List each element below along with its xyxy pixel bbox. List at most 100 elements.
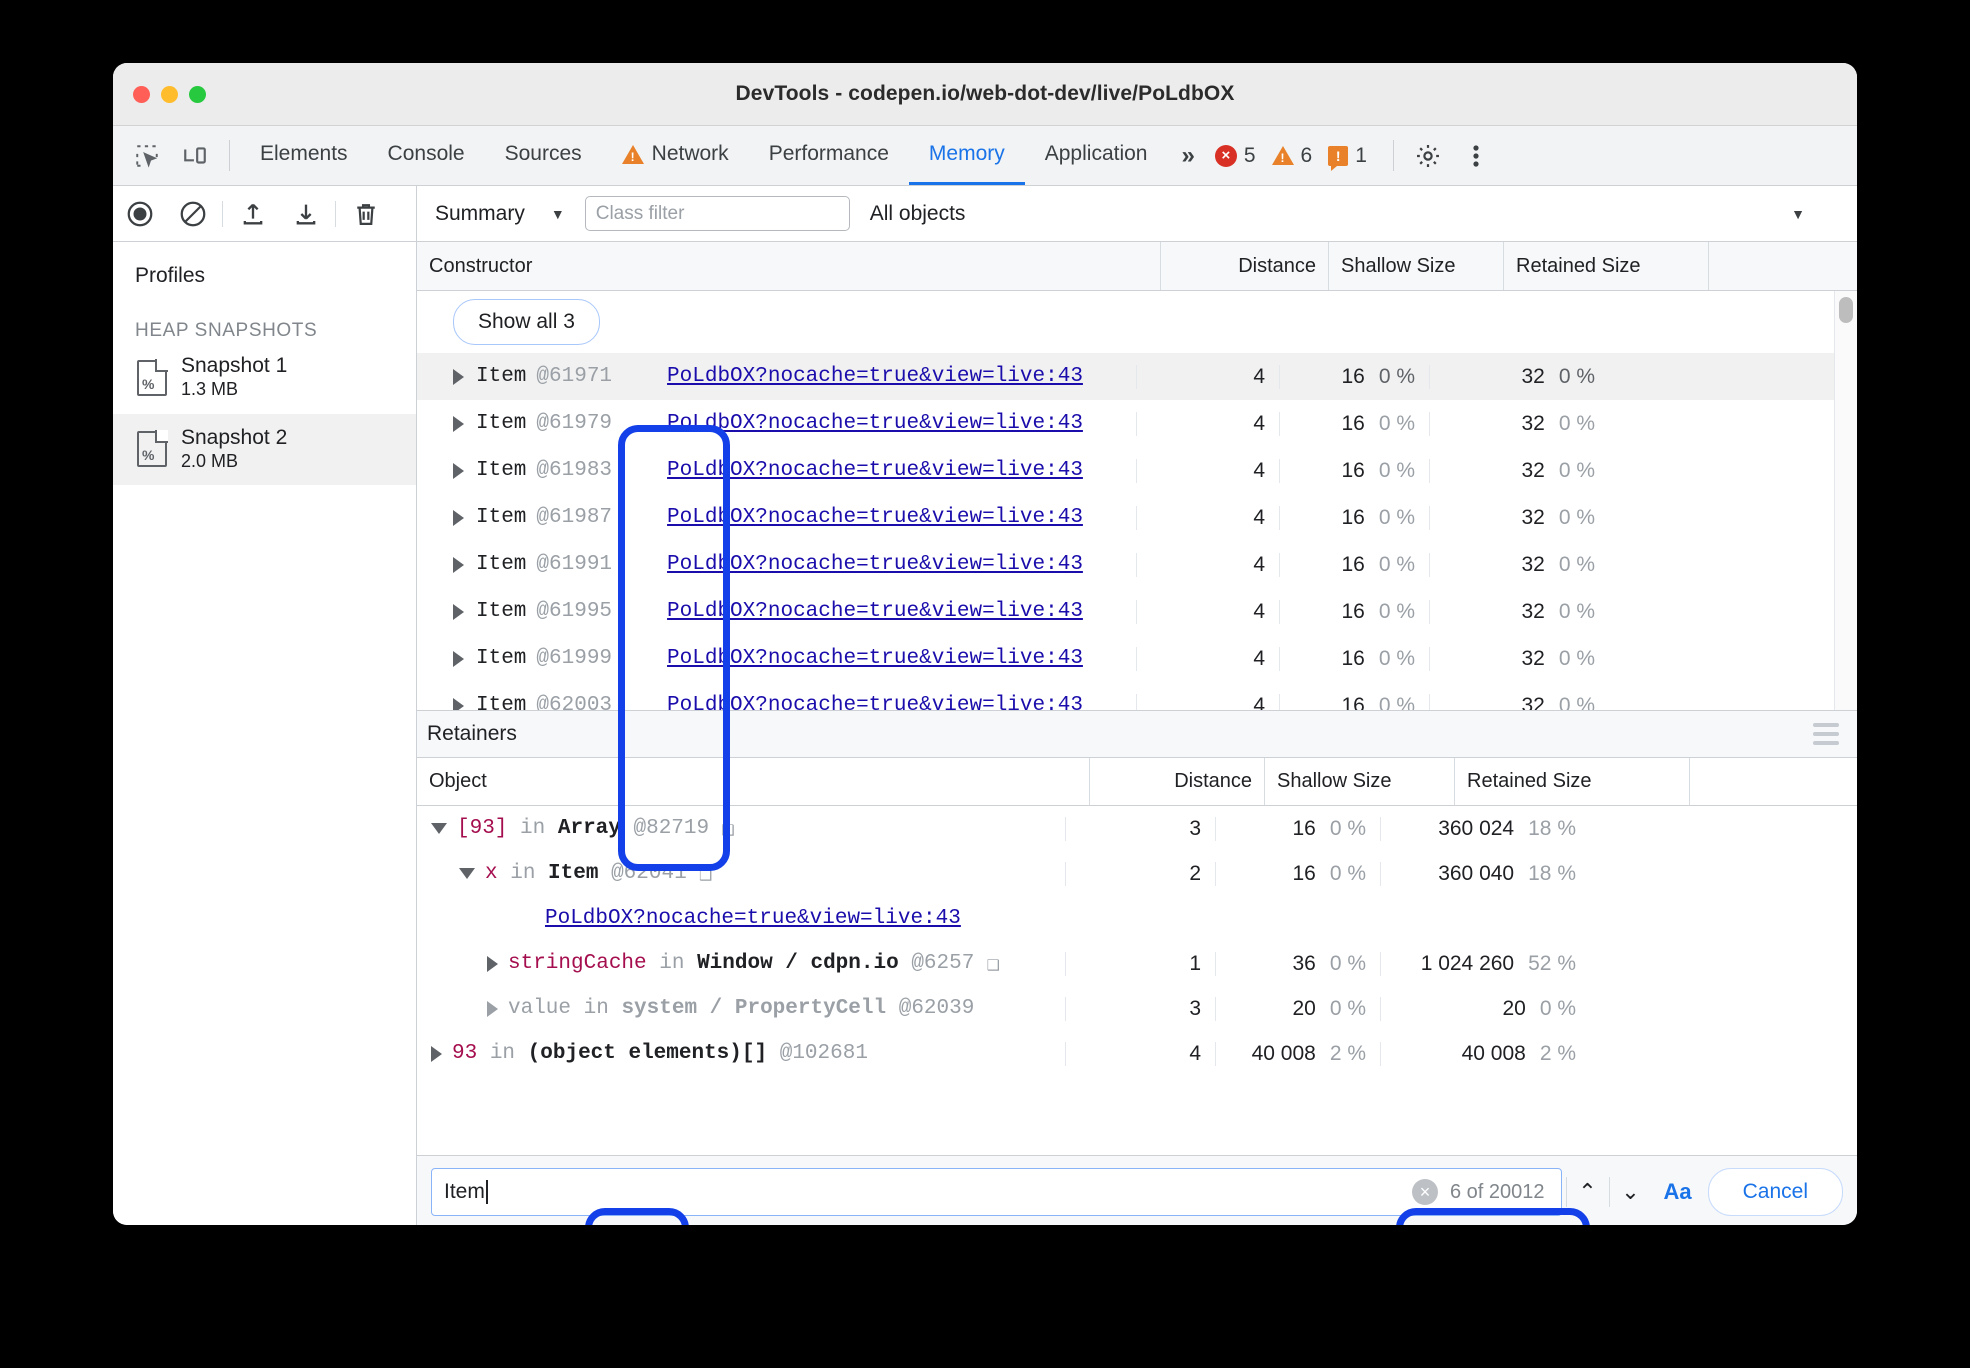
expand-triangle-icon[interactable] [453,509,464,526]
expand-triangle-icon[interactable] [453,650,464,667]
main-body: Profiles HEAP SNAPSHOTS % Snapshot 1 1.3… [113,242,1857,1225]
constructor-scrollbar[interactable] [1834,291,1857,710]
source-link[interactable]: PoLdbOX?nocache=true&view=live:43 [667,553,1083,576]
minimize-window-button[interactable] [161,85,178,103]
cell-constructor[interactable]: Item @61995 PoLdbOX?nocache=true&view=live… [417,600,1136,623]
warning-counter[interactable]: 6 [1271,144,1312,168]
table-row[interactable]: Item @61987 PoLdbOX?nocache=true&view=live… [417,494,1857,541]
kebab-menu-icon[interactable] [1452,126,1500,185]
tab-performance[interactable]: Performance [749,126,909,185]
cell-constructor[interactable]: Item @61971 PoLdbOX?nocache=true&view=live… [417,365,1136,388]
cell-constructor[interactable]: Item @61999 PoLdbOX?nocache=true&view=live… [417,647,1136,670]
source-link[interactable]: PoLdbOX?nocache=true&view=live:43 [545,907,961,930]
scrollbar-thumb[interactable] [1839,297,1853,323]
expand-triangle-icon[interactable] [487,1000,498,1017]
source-link[interactable]: PoLdbOX?nocache=true&view=live:43 [667,365,1083,388]
tab-application[interactable]: Application [1025,126,1168,185]
expand-triangle-icon[interactable] [431,1045,442,1062]
column-header-retained-size[interactable]: Retained Size [1504,242,1709,290]
column-header-object[interactable]: Object [417,758,1090,805]
collapse-triangle-icon[interactable] [431,823,447,834]
source-link[interactable]: PoLdbOX?nocache=true&view=live:43 [667,647,1083,670]
clear-icon[interactable] [166,186,219,241]
retainer-row[interactable]: PoLdbOX?nocache=true&view=live:43 [417,896,1857,941]
record-heap-snapshot-icon[interactable] [113,186,166,241]
tab-network[interactable]: Network [602,126,749,185]
table-row[interactable]: Item @61971 PoLdbOX?nocache=true&view=live… [417,353,1857,400]
column-header-distance[interactable]: Distance [1161,242,1329,290]
issue-counter[interactable]: ! 1 [1328,144,1367,171]
maximize-window-button[interactable] [189,85,206,103]
retainer-row[interactable]: [93] in Array @82719 ❑ 3 16 0 % 360 024 18 % [417,806,1857,851]
show-all-button[interactable]: Show all 3 [453,299,600,345]
clear-search-icon[interactable]: × [1411,1179,1438,1205]
sidebar-item-snapshot-1[interactable]: % Snapshot 1 1.3 MB [113,342,416,414]
table-row[interactable]: Item @61991 PoLdbOX?nocache=true&view=live… [417,541,1857,588]
inspect-element-icon[interactable] [123,126,171,185]
column-header-shallow-size[interactable]: Shallow Size [1265,758,1455,805]
table-row[interactable]: Item @61983 PoLdbOX?nocache=true&view=live… [417,447,1857,494]
expand-triangle-icon[interactable] [453,603,464,620]
source-link[interactable]: PoLdbOX?nocache=true&view=live:43 [667,600,1083,623]
table-row[interactable]: Item @61995 PoLdbOX?nocache=true&view=live… [417,588,1857,635]
source-link[interactable]: PoLdbOX?nocache=true&view=live:43 [667,412,1083,435]
trash-icon[interactable] [339,186,392,241]
load-profile-icon[interactable] [226,186,279,241]
cell-constructor[interactable]: Item @61983 PoLdbOX?nocache=true&view=live… [417,459,1136,482]
expand-triangle-icon[interactable] [453,368,464,385]
source-link[interactable]: PoLdbOX?nocache=true&view=live:43 [667,506,1083,529]
match-case-button[interactable]: Aa [1663,1179,1692,1204]
tab-sources[interactable]: Sources [485,126,602,185]
cell-constructor[interactable]: Item @61987 PoLdbOX?nocache=true&view=live… [417,506,1136,529]
column-header-distance[interactable]: Distance [1090,758,1265,805]
source-link[interactable]: PoLdbOX?nocache=true&view=live:43 [667,694,1083,710]
column-header-retained-size[interactable]: Retained Size [1455,758,1690,805]
sidebar-item-snapshot-2[interactable]: % Snapshot 2 2.0 MB [113,413,416,486]
cell-object[interactable]: value in system / PropertyCell @62039 [417,997,1065,1020]
expand-triangle-icon[interactable] [453,697,464,710]
error-counter[interactable]: × 5 [1214,144,1256,168]
search-input[interactable]: Item × 6 of 20012 [431,1168,1562,1216]
save-profile-icon[interactable] [279,186,332,241]
retainer-row[interactable]: 93 in (object elements)[] @102681 4 40 00… [417,1031,1857,1076]
expand-triangle-icon[interactable] [487,955,498,972]
expand-triangle-icon[interactable] [453,556,464,573]
expand-triangle-icon[interactable] [453,415,464,432]
snapshot-name: Snapshot 2 [181,425,288,449]
class-filter-input[interactable]: Class filter [584,196,850,231]
chevron-up-icon[interactable]: ⌃ [1578,1179,1597,1204]
cell-object[interactable]: [93] in Array @82719 ❑ [417,816,1065,842]
cell-constructor[interactable]: Item @62003 PoLdbOX?nocache=true&view=live… [417,694,1136,710]
device-toolbar-icon[interactable] [171,126,219,185]
tab-console[interactable]: Console [368,126,485,185]
cancel-button[interactable]: Cancel [1707,1168,1843,1216]
gear-icon[interactable] [1404,126,1452,185]
retainer-row[interactable]: x in Item @62041 ❑ 2 16 0 % 360 040 18 % [417,851,1857,896]
column-header-constructor[interactable]: Constructor [417,242,1161,290]
cell-object[interactable]: 93 in (object elements)[] @102681 [417,1042,1065,1065]
traffic-lights [133,85,206,103]
scope-chevron-down-icon[interactable]: ▼ [1791,205,1805,222]
chevron-down-icon[interactable]: ⌄ [1621,1179,1640,1204]
collapse-triangle-icon[interactable] [459,868,475,879]
cell-constructor[interactable]: Item @61991 PoLdbOX?nocache=true&view=live… [417,553,1136,576]
column-header-shallow-size[interactable]: Shallow Size [1329,242,1504,290]
expand-triangle-icon[interactable] [453,462,464,479]
cell-object[interactable]: x in Item @62041 ❑ [417,861,1065,887]
more-tabs-icon[interactable]: » [1181,141,1195,169]
options-menu-icon[interactable] [1813,723,1839,745]
table-row[interactable]: Item @61979 PoLdbOX?nocache=true&view=live… [417,400,1857,447]
cell-constructor[interactable]: Item @61979 PoLdbOX?nocache=true&view=live… [417,412,1136,435]
view-select[interactable]: Summary ▼ [417,202,585,226]
cell-object[interactable]: stringCache in Window / cdpn.io @6257 ❑ [417,951,1065,977]
tab-memory[interactable]: Memory [908,126,1025,185]
source-link[interactable]: PoLdbOX?nocache=true&view=live:43 [667,459,1083,482]
object-scope-value[interactable]: All objects [869,201,966,225]
retainer-row[interactable]: stringCache in Window / cdpn.io @6257 ❑ … [417,941,1857,986]
close-window-button[interactable] [133,85,150,103]
table-row[interactable]: Item @62003 PoLdbOX?nocache=true&view=live… [417,682,1857,710]
cell-object[interactable]: PoLdbOX?nocache=true&view=live:43 [417,907,1065,930]
tab-elements[interactable]: Elements [240,126,368,185]
table-row[interactable]: Item @61999 PoLdbOX?nocache=true&view=live… [417,635,1857,682]
